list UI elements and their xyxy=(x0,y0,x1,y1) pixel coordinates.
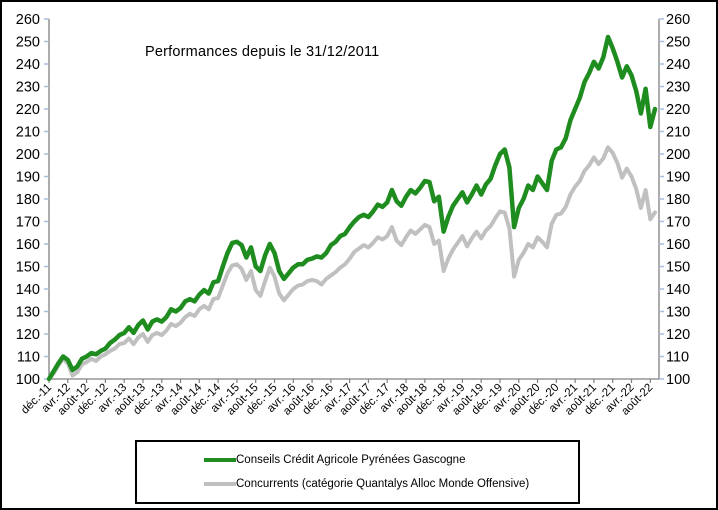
series-line-conseils xyxy=(46,34,658,382)
y-axis-label-left: 190 xyxy=(16,170,40,186)
y-axis-label-right: 170 xyxy=(666,215,690,231)
y-axis-label-right: 150 xyxy=(666,260,690,276)
y-axis-label-right: 140 xyxy=(666,282,690,298)
y-axis-label-left: 160 xyxy=(16,237,40,253)
y-axis-label-right: 120 xyxy=(666,327,690,343)
y-axis-label-left: 200 xyxy=(16,147,40,163)
legend-label: Concurrents (catégorie Quantalys Alloc M… xyxy=(236,478,530,490)
y-axis-label-left: 240 xyxy=(16,57,40,73)
y-axis-label-left: 110 xyxy=(17,350,40,366)
y-axis-label-left: 210 xyxy=(16,125,40,141)
y-axis-label-right: 200 xyxy=(666,147,690,163)
y-axis-label-left: 250 xyxy=(16,35,40,51)
y-axis-label-left: 150 xyxy=(16,260,40,276)
y-axis-label-left: 230 xyxy=(16,80,40,96)
y-axis-label-left: 100 xyxy=(16,372,40,388)
legend-line-swatch-green xyxy=(204,458,236,462)
y-axis-label-right: 250 xyxy=(666,35,690,51)
y-axis-label-right: 110 xyxy=(666,350,689,366)
y-axis-label-right: 230 xyxy=(666,80,690,96)
chart-title: Performances depuis le 31/12/2011 xyxy=(145,44,380,60)
y-axis-label-left: 180 xyxy=(16,192,40,208)
y-axis-label-right: 240 xyxy=(666,57,690,73)
y-axis-label-right: 100 xyxy=(666,372,690,388)
legend-line-swatch-gray xyxy=(204,482,236,486)
legend-item-conseils: Conseils Crédit Agricole Pyrénées Gascog… xyxy=(137,454,578,466)
y-axis-label-right: 210 xyxy=(666,125,690,141)
y-axis-label-left: 170 xyxy=(16,215,40,231)
y-axis-label-right: 190 xyxy=(666,170,690,186)
legend-item-concurrents: Concurrents (catégorie Quantalys Alloc M… xyxy=(137,478,578,490)
legend: Conseils Crédit Agricole Pyrénées Gascog… xyxy=(135,440,580,504)
y-axis-label-left: 140 xyxy=(16,282,40,298)
y-axis-label-right: 220 xyxy=(666,102,690,118)
y-axis-label-right: 180 xyxy=(666,192,690,208)
legend-label: Conseils Crédit Agricole Pyrénées Gascog… xyxy=(236,454,466,466)
y-axis-label-left: 130 xyxy=(16,305,40,321)
y-axis-label-right: 160 xyxy=(666,237,690,253)
y-axis-label-left: 120 xyxy=(16,327,40,343)
y-axis-label-right: 130 xyxy=(666,305,690,321)
y-axis-label-left: 220 xyxy=(16,102,40,118)
y-axis-label-right: 260 xyxy=(666,12,690,28)
y-axis-label-left: 260 xyxy=(16,12,40,28)
series-line-concurrents xyxy=(47,145,657,381)
